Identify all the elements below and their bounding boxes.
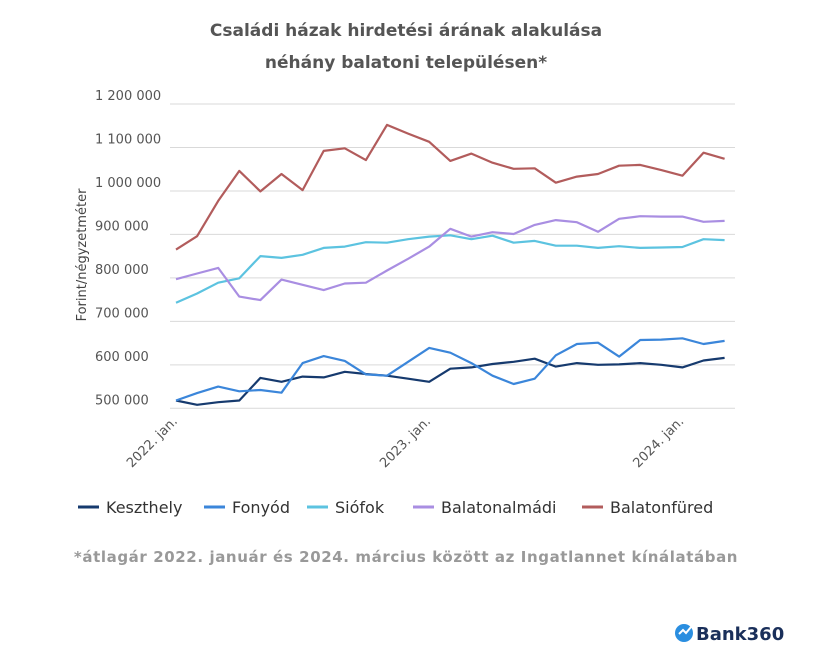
legend-label: Siófok	[335, 498, 385, 517]
series-line-fonyód	[175, 337, 725, 402]
series-line-keszthely	[175, 356, 725, 406]
y-tick-label: 1 000 000	[95, 176, 161, 191]
series-line-balatonalmádi	[175, 215, 725, 302]
y-tick-label: 900 000	[95, 219, 149, 234]
y-tick-label: 1 200 000	[95, 89, 161, 104]
y-axis-label: Forint/négyzetméter	[75, 188, 90, 321]
y-tick-label: 500 000	[95, 393, 149, 408]
footnote: *átlagár 2022. január és 2024. március k…	[74, 548, 738, 566]
series-line-siófok	[175, 234, 725, 304]
chart-title-line-2: néhány balatoni településen*	[265, 53, 547, 73]
y-tick-label: 600 000	[95, 350, 149, 365]
legend: Keszthely Fonyód Siófok Balatonalmádi Balato…	[78, 498, 713, 517]
legend-label: Fonyód	[232, 498, 290, 517]
y-tick-label: 1 100 000	[95, 132, 161, 147]
series-line-balatonfüred	[175, 123, 725, 251]
x-tick-label: 2024. jan.	[630, 414, 687, 471]
legend-label: Balatonalmádi	[441, 498, 556, 517]
y-tick-label: 800 000	[95, 263, 149, 278]
x-tick-label: 2022. jan.	[124, 414, 181, 471]
y-tick-label: 700 000	[95, 306, 149, 321]
legend-label: Balatonfüred	[610, 498, 713, 517]
bank360-logo: Bank360	[675, 624, 784, 645]
chart-title-line-1: Családi házak hirdetési árának alakulása	[210, 21, 602, 41]
y-axis-ticks: 500 000 600 000 700 000 800 000 900 000 1 000…	[95, 89, 161, 408]
x-tick-label: 2023. jan.	[377, 414, 434, 471]
logo-text: Bank360	[696, 624, 784, 645]
legend-label: Keszthely	[106, 498, 182, 517]
series-lines	[175, 123, 725, 406]
x-axis-ticks: 2022. jan. 2023. jan. 2024. jan.	[124, 414, 687, 471]
gridlines	[170, 103, 735, 409]
